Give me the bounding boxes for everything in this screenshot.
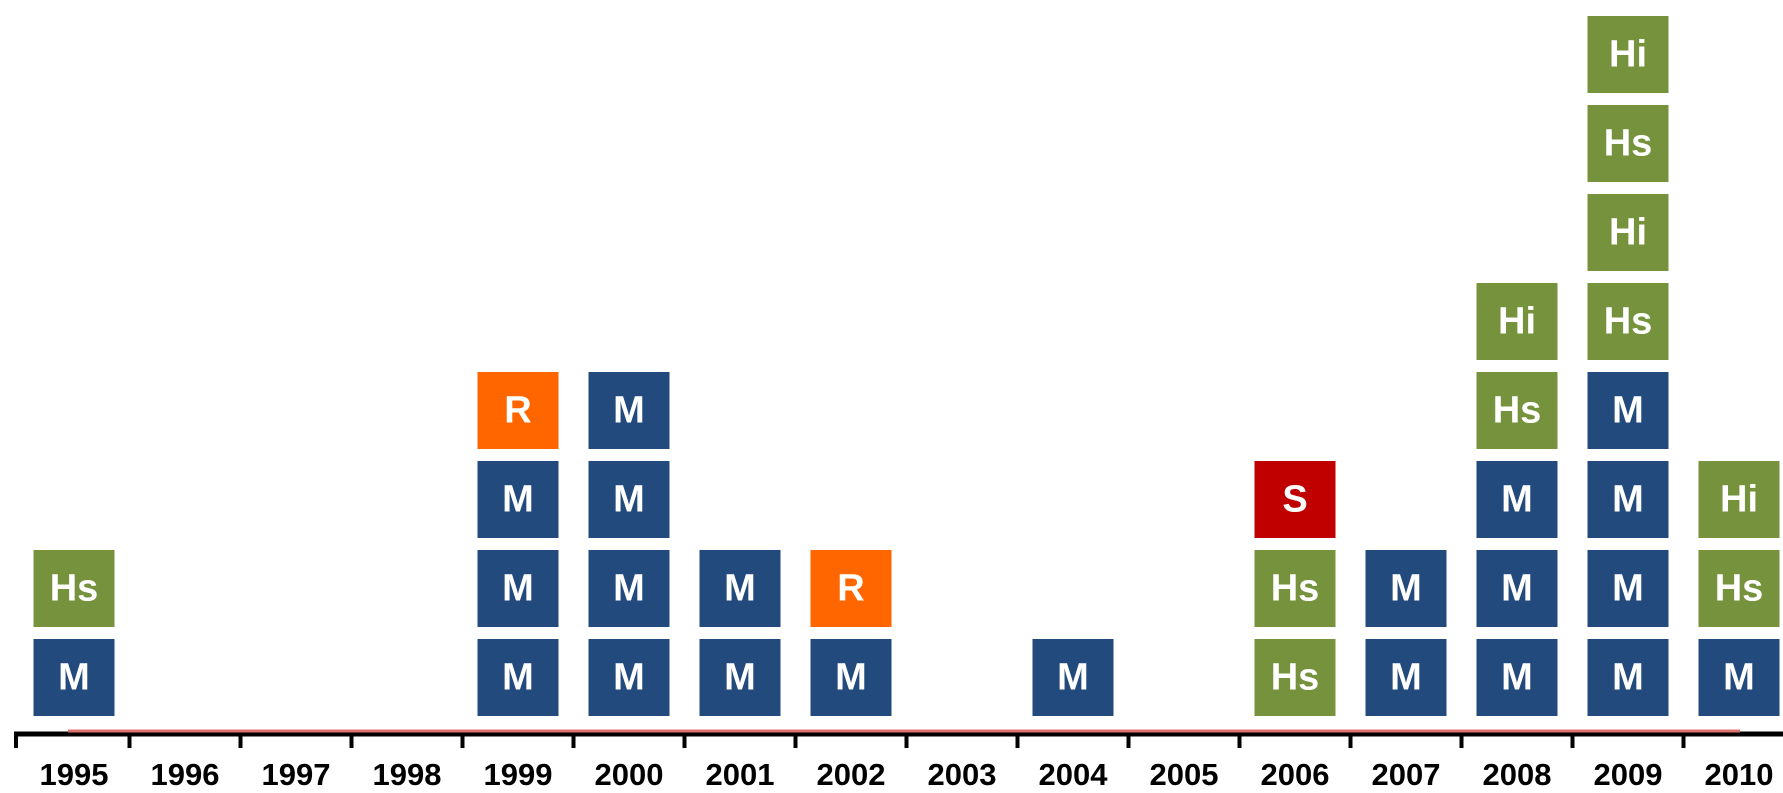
event-box: [1476, 461, 1558, 538]
box-label: M: [1612, 479, 1644, 521]
box-label: M: [1390, 568, 1422, 610]
event-box: [1476, 550, 1558, 627]
event-box: [1587, 372, 1669, 449]
box-label: Hs: [1604, 301, 1653, 343]
box-label: M: [613, 657, 645, 699]
year-label: 1996: [151, 757, 220, 792]
box-label: Hi: [1609, 212, 1647, 254]
event-box: [33, 639, 115, 716]
year-label: 1995: [40, 757, 109, 792]
event-box: [810, 639, 892, 716]
event-box: [588, 461, 670, 538]
box-label: M: [502, 479, 534, 521]
year-label: 2005: [1150, 757, 1219, 792]
box-label: M: [502, 568, 534, 610]
box-label: Hi: [1609, 34, 1647, 76]
event-box: [1476, 639, 1558, 716]
box-label: Hs: [1271, 657, 1320, 699]
year-label: 2001: [706, 757, 775, 792]
event-box: [1587, 461, 1669, 538]
event-box: [1254, 550, 1336, 627]
box-label: M: [1612, 657, 1644, 699]
box-label: M: [502, 657, 534, 699]
event-box: [1698, 461, 1780, 538]
event-box: [477, 461, 559, 538]
box-label: M: [613, 390, 645, 432]
event-box: [1365, 639, 1447, 716]
box-label: Hs: [1715, 568, 1764, 610]
box-label: M: [1501, 657, 1533, 699]
event-box: [699, 550, 781, 627]
box-label: Hi: [1498, 301, 1536, 343]
event-box: [1587, 16, 1669, 93]
event-box: [1587, 639, 1669, 716]
event-box: [33, 550, 115, 627]
box-label: M: [1501, 568, 1533, 610]
box-label: R: [504, 390, 531, 432]
event-box: [1587, 550, 1669, 627]
event-box: [477, 372, 559, 449]
year-label: 2008: [1483, 757, 1552, 792]
year-label: 2003: [928, 757, 997, 792]
event-box: [1476, 372, 1558, 449]
year-label: 2002: [817, 757, 886, 792]
event-box: [1698, 639, 1780, 716]
box-label: M: [613, 568, 645, 610]
box-label: M: [58, 657, 90, 699]
box-label: S: [1282, 479, 1307, 521]
box-label: M: [1390, 657, 1422, 699]
box-label: M: [613, 479, 645, 521]
event-box: [1587, 105, 1669, 182]
year-label: 1997: [262, 757, 331, 792]
box-label: Hi: [1720, 479, 1758, 521]
event-box: [588, 372, 670, 449]
year-label: 2007: [1372, 757, 1441, 792]
event-box: [1476, 283, 1558, 360]
box-label: M: [724, 657, 756, 699]
box-label: M: [1612, 568, 1644, 610]
event-box: [1587, 194, 1669, 271]
box-label: Hs: [50, 568, 99, 610]
event-box: [699, 639, 781, 716]
box-label: Hs: [1271, 568, 1320, 610]
year-label: 2004: [1039, 757, 1109, 792]
box-label: M: [724, 568, 756, 610]
year-label: 2000: [595, 757, 664, 792]
box-label: Hs: [1493, 390, 1542, 432]
box-label: M: [1612, 390, 1644, 432]
year-label: 1999: [484, 757, 553, 792]
event-box: [477, 550, 559, 627]
year-label: 1998: [373, 757, 442, 792]
year-label: 2009: [1594, 757, 1663, 792]
box-label: Hs: [1604, 123, 1653, 165]
event-box: [1365, 550, 1447, 627]
event-box: [1698, 550, 1780, 627]
year-label: 2010: [1705, 757, 1774, 792]
event-box: [810, 550, 892, 627]
box-label: M: [1723, 657, 1755, 699]
year-label: 2006: [1261, 757, 1330, 792]
box-label: M: [1501, 479, 1533, 521]
box-label: R: [837, 568, 864, 610]
event-box: [477, 639, 559, 716]
box-label: M: [835, 657, 867, 699]
event-box: [1032, 639, 1114, 716]
event-box: [588, 639, 670, 716]
event-box: [1254, 461, 1336, 538]
event-box: [1254, 639, 1336, 716]
event-box: [588, 550, 670, 627]
box-label: M: [1057, 657, 1089, 699]
event-box: [1587, 283, 1669, 360]
